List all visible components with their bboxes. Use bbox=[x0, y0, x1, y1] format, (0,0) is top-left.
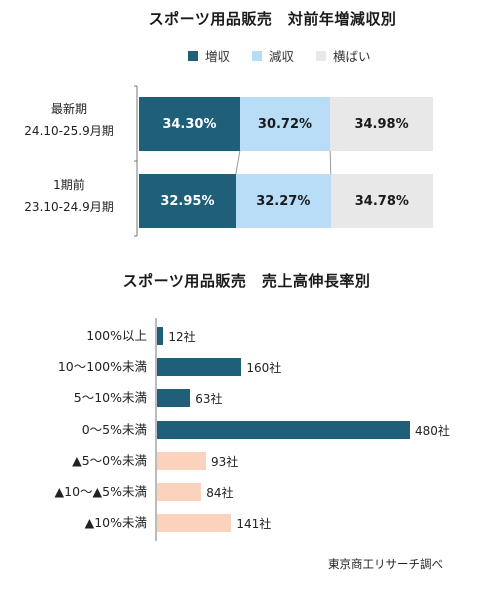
value-label-6: 84社 bbox=[206, 486, 234, 500]
bar-1 bbox=[157, 327, 164, 345]
category-label-6: ▲10～▲5%未満 bbox=[54, 484, 147, 499]
category-label-5: ▲5～0%未満 bbox=[72, 452, 147, 468]
bar-6 bbox=[157, 483, 202, 501]
bar-segment-decrease-previous: 32.27% bbox=[235, 174, 331, 228]
legend-label-decrease: 減収 bbox=[269, 49, 295, 64]
connector-line-1 bbox=[235, 150, 241, 175]
bar-5 bbox=[157, 451, 207, 470]
bar-4 bbox=[157, 420, 410, 439]
bar-3 bbox=[157, 389, 191, 408]
bar-segment-flat-latest: 34.98% bbox=[330, 97, 433, 151]
chart1-title: スポーツ用品販売 対前年増減収別 bbox=[148, 10, 397, 28]
data-label-increase-latest: 34.30% bbox=[162, 116, 217, 132]
category-label-7: ▲10%未満 bbox=[84, 515, 147, 531]
period-label-previous-name: 1期前 bbox=[53, 178, 85, 192]
legend-item-increase: 増収 bbox=[188, 46, 230, 65]
category-label-1: 100%以上 bbox=[86, 328, 147, 343]
period-label-previous-range: 23.10-24.9月期 bbox=[24, 200, 114, 214]
period-label-latest-name: 最新期 bbox=[50, 102, 87, 116]
value-label-1: 12社 bbox=[168, 330, 196, 344]
value-label-5: 93社 bbox=[211, 454, 239, 469]
value-label-2: 160社 bbox=[246, 361, 282, 376]
stacked-bar-latest: 34.30% 30.72% 34.98% bbox=[139, 97, 433, 151]
period-label-previous: 1期前 23.10-24.9月期 bbox=[6, 174, 132, 218]
chart1-legend: 増収 減収 横ばい bbox=[188, 46, 371, 65]
data-label-flat-latest: 34.98% bbox=[354, 116, 409, 132]
value-label-4: 480社 bbox=[415, 423, 450, 438]
chart2-title: スポーツ用品販売 売上高伸長率別 bbox=[122, 272, 371, 290]
bar-7 bbox=[157, 514, 232, 533]
category-label-2: 10～100%未満 bbox=[57, 359, 147, 375]
period-label-latest: 最新期 24.10-25.9月期 bbox=[6, 98, 132, 142]
data-label-decrease-previous: 32.27% bbox=[256, 193, 311, 209]
bar-segment-flat-previous: 34.78% bbox=[330, 174, 433, 228]
bar-2 bbox=[157, 358, 242, 377]
value-label-7: 141社 bbox=[236, 517, 272, 532]
value-label-3: 63社 bbox=[195, 392, 223, 407]
bar-segment-decrease-latest: 30.72% bbox=[239, 97, 331, 151]
legend-swatch-decrease bbox=[252, 50, 263, 61]
stacked-bar-previous: 32.95% 32.27% 34.78% bbox=[139, 174, 433, 228]
source-note: 東京商工リサーチ調べ bbox=[328, 557, 443, 571]
legend-item-flat: 横ばい bbox=[316, 46, 371, 65]
data-label-decrease-latest: 30.72% bbox=[257, 116, 313, 132]
category-label-3: 5～10%未満 bbox=[73, 390, 147, 406]
data-label-increase-previous: 32.95% bbox=[160, 193, 215, 209]
legend-swatch-flat bbox=[316, 50, 327, 61]
connector-line-2 bbox=[329, 150, 332, 175]
legend-item-decrease: 減収 bbox=[252, 46, 294, 65]
legend-swatch-increase bbox=[188, 50, 198, 61]
chart1-connector-lines bbox=[235, 150, 332, 175]
legend-label-flat: 横ばい bbox=[333, 49, 371, 64]
period-label-latest-range: 24.10-25.9月期 bbox=[24, 124, 114, 138]
bar-segment-increase-latest: 34.30% bbox=[139, 97, 240, 151]
category-label-4: 0～5%未満 bbox=[81, 421, 147, 437]
data-label-flat-previous: 34.78% bbox=[354, 193, 409, 209]
legend-label-increase: 増収 bbox=[205, 49, 231, 64]
bar-segment-increase-previous: 32.95% bbox=[139, 174, 236, 228]
